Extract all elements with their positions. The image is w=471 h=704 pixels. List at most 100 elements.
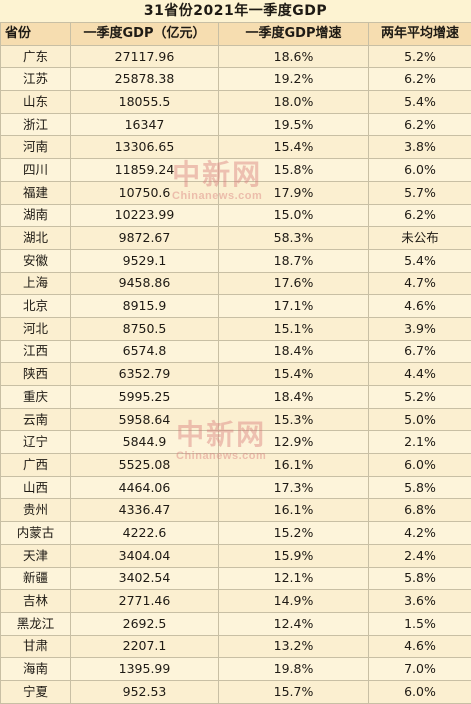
cell-q1-gdp: 18055.5: [71, 91, 219, 114]
cell-q1-gdp: 952.53: [71, 680, 219, 703]
cell-two-year-avg: 3.8%: [369, 136, 471, 159]
cell-two-year-avg: 4.2%: [369, 522, 471, 545]
cell-q1-gdp: 16347: [71, 113, 219, 136]
cell-q1-growth: 16.1%: [219, 454, 369, 477]
cell-q1-gdp: 9458.86: [71, 272, 219, 295]
cell-two-year-avg: 1.5%: [369, 612, 471, 635]
cell-province: 江苏: [1, 68, 71, 91]
cell-q1-gdp: 11859.24: [71, 159, 219, 182]
cell-province: 山西: [1, 476, 71, 499]
cell-q1-gdp: 2692.5: [71, 612, 219, 635]
cell-q1-gdp: 25878.38: [71, 68, 219, 91]
cell-q1-gdp: 2207.1: [71, 635, 219, 658]
cell-two-year-avg: 4.6%: [369, 635, 471, 658]
cell-q1-gdp: 13306.65: [71, 136, 219, 159]
cell-two-year-avg: 3.9%: [369, 317, 471, 340]
cell-province: 新疆: [1, 567, 71, 590]
cell-q1-growth: 18.0%: [219, 91, 369, 114]
cell-two-year-avg: 5.7%: [369, 181, 471, 204]
cell-q1-gdp: 1395.99: [71, 658, 219, 681]
cell-province: 海南: [1, 658, 71, 681]
cell-q1-growth: 17.6%: [219, 272, 369, 295]
cell-two-year-avg: 6.0%: [369, 454, 471, 477]
cell-two-year-avg: 4.7%: [369, 272, 471, 295]
cell-q1-growth: 18.4%: [219, 340, 369, 363]
cell-q1-growth: 17.9%: [219, 181, 369, 204]
cell-two-year-avg: 2.1%: [369, 431, 471, 454]
cell-province: 内蒙古: [1, 522, 71, 545]
cell-q1-growth: 12.9%: [219, 431, 369, 454]
cell-province: 吉林: [1, 590, 71, 613]
cell-q1-gdp: 4336.47: [71, 499, 219, 522]
cell-two-year-avg: 5.4%: [369, 91, 471, 114]
cell-q1-gdp: 5844.9: [71, 431, 219, 454]
cell-two-year-avg: 6.8%: [369, 499, 471, 522]
cell-q1-gdp: 8750.5: [71, 317, 219, 340]
cell-q1-growth: 19.5%: [219, 113, 369, 136]
cell-province: 湖南: [1, 204, 71, 227]
cell-province: 陕西: [1, 363, 71, 386]
cell-province: 河北: [1, 317, 71, 340]
cell-province: 上海: [1, 272, 71, 295]
cell-q1-gdp: 5995.25: [71, 386, 219, 409]
cell-q1-growth: 15.9%: [219, 544, 369, 567]
cell-two-year-avg: 5.2%: [369, 45, 471, 68]
page-title: 31省份2021年一季度GDP: [0, 0, 471, 22]
cell-q1-gdp: 5525.08: [71, 454, 219, 477]
cell-two-year-avg: 5.8%: [369, 567, 471, 590]
cell-q1-growth: 19.2%: [219, 68, 369, 91]
header-province: 省份: [1, 23, 71, 46]
cell-province: 重庆: [1, 386, 71, 409]
cell-two-year-avg: 7.0%: [369, 658, 471, 681]
cell-two-year-avg: 6.0%: [369, 159, 471, 182]
cell-province: 甘肃: [1, 635, 71, 658]
cell-q1-growth: 15.4%: [219, 363, 369, 386]
header-q1-growth: 一季度GDP增速: [219, 23, 369, 46]
cell-province: 广西: [1, 454, 71, 477]
cell-province: 宁夏: [1, 680, 71, 703]
cell-province: 辽宁: [1, 431, 71, 454]
cell-two-year-avg: 6.7%: [369, 340, 471, 363]
cell-q1-growth: 13.2%: [219, 635, 369, 658]
cell-two-year-avg: 4.4%: [369, 363, 471, 386]
header-two-year-avg: 两年平均增速: [369, 23, 471, 46]
cell-q1-growth: 14.9%: [219, 590, 369, 613]
cell-q1-gdp: 8915.9: [71, 295, 219, 318]
cell-province: 北京: [1, 295, 71, 318]
cell-q1-growth: 58.3%: [219, 227, 369, 250]
cell-two-year-avg: 未公布: [369, 227, 471, 250]
table-header-row: 省份 一季度GDP（亿元） 一季度GDP增速 两年平均增速: [1, 23, 471, 46]
cell-two-year-avg: 4.6%: [369, 295, 471, 318]
cell-q1-growth: 15.1%: [219, 317, 369, 340]
cell-q1-gdp: 6352.79: [71, 363, 219, 386]
cell-two-year-avg: 6.2%: [369, 68, 471, 91]
cell-q1-gdp: 2771.46: [71, 590, 219, 613]
cell-province: 江西: [1, 340, 71, 363]
cell-two-year-avg: 5.8%: [369, 476, 471, 499]
cell-province: 贵州: [1, 499, 71, 522]
